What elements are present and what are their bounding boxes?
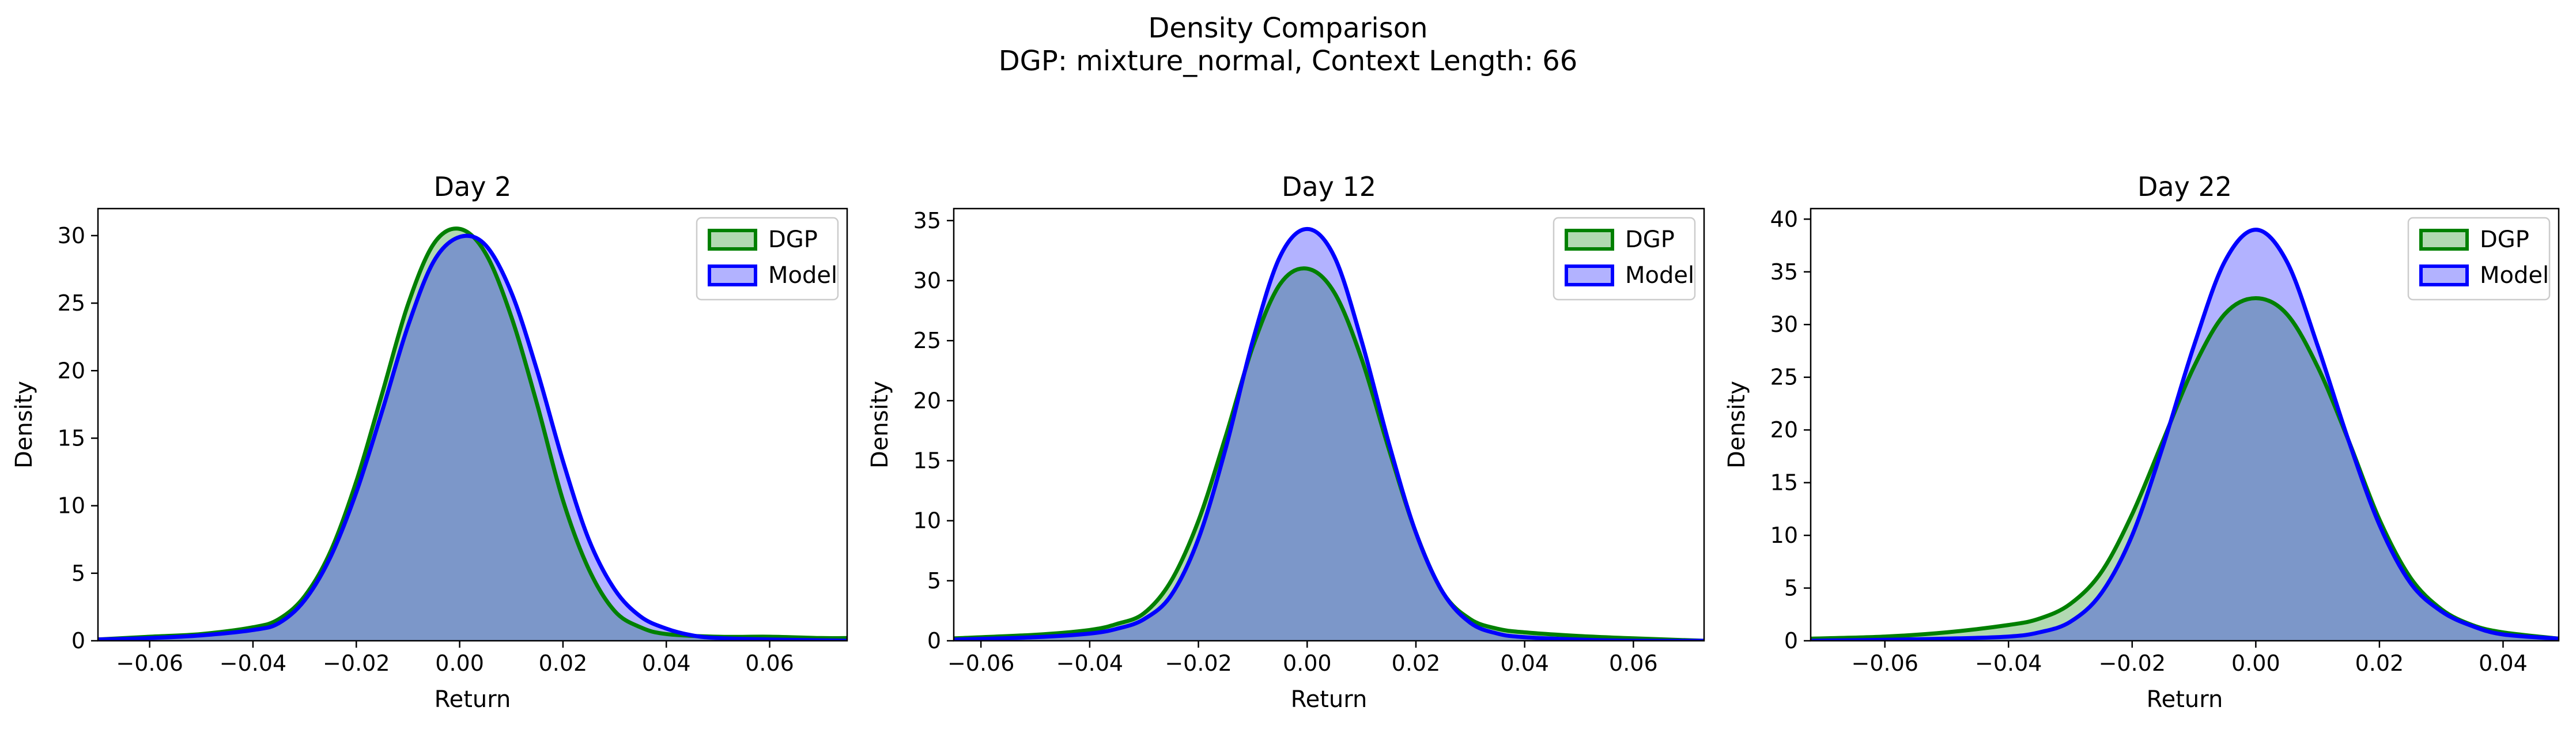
density-panel: −0.06 −0.04 −0.02 0.00 0.02 0.04 0.06 0 5 10 15 20 2… bbox=[11, 171, 848, 713]
x-tick-label: −0.06 bbox=[1852, 651, 1918, 676]
x-axis-label: Return bbox=[1291, 686, 1368, 713]
density-area-model bbox=[954, 229, 1704, 641]
y-tick-label: 20 bbox=[913, 388, 941, 413]
x-tick-label: 0.00 bbox=[2231, 651, 2280, 676]
x-tick-label: −0.04 bbox=[1056, 651, 1123, 676]
x-axis-label: Return bbox=[2147, 686, 2223, 713]
x-tick-label: −0.06 bbox=[116, 651, 183, 676]
y-tick-label: 15 bbox=[58, 425, 85, 451]
x-tick-label: −0.02 bbox=[2099, 651, 2166, 676]
legend-label-model: Model bbox=[768, 262, 837, 289]
x-axis-label: Return bbox=[435, 686, 511, 713]
x-tick-label: 0.00 bbox=[435, 651, 484, 676]
density-line-model bbox=[954, 226, 1704, 641]
y-axis-label: Density bbox=[1724, 381, 1750, 468]
y-tick-label: 30 bbox=[913, 268, 941, 293]
density-area-dgp bbox=[1811, 298, 2559, 641]
y-tick-label: 35 bbox=[1770, 259, 1798, 285]
x-tick-label: −0.02 bbox=[1165, 651, 1232, 676]
legend-box bbox=[2407, 217, 2551, 301]
legend-swatch-model bbox=[708, 264, 757, 286]
density-area-dgp bbox=[954, 268, 1704, 641]
x-tick-label: 0.02 bbox=[539, 651, 588, 676]
y-tick-label: 40 bbox=[1770, 206, 1798, 232]
y-tick-label: 25 bbox=[913, 328, 941, 353]
density-area-model bbox=[98, 236, 847, 641]
y-tick-label: 0 bbox=[71, 628, 85, 653]
panel-title: Day 12 bbox=[1282, 171, 1376, 202]
legend-swatch-dgp bbox=[1565, 229, 1614, 251]
y-tick-label: 25 bbox=[1770, 365, 1798, 390]
density-plot-area bbox=[98, 226, 847, 641]
density-plot-area bbox=[1811, 228, 2559, 641]
x-tick-label: −0.02 bbox=[323, 651, 390, 676]
y-axis-label: Density bbox=[867, 381, 893, 468]
panel-title: Day 2 bbox=[434, 171, 512, 202]
legend-swatch-model bbox=[1565, 264, 1614, 286]
x-tick-label: 0.02 bbox=[2355, 651, 2404, 676]
y-tick-label: 20 bbox=[58, 358, 85, 383]
y-tick-label: 5 bbox=[71, 561, 85, 586]
legend-swatch-model bbox=[2419, 264, 2469, 286]
y-tick-label: 35 bbox=[913, 208, 941, 233]
density-line-dgp bbox=[1811, 296, 2559, 641]
legend-label-dgp: DGP bbox=[1625, 226, 1675, 253]
legend-box bbox=[696, 217, 839, 301]
y-tick-label: 30 bbox=[1770, 312, 1798, 337]
legend: DGP Model bbox=[1553, 217, 1696, 301]
y-tick-label: 0 bbox=[1784, 628, 1798, 653]
legend-swatch-dgp bbox=[2419, 229, 2469, 251]
x-tick-label: 0.04 bbox=[2479, 651, 2528, 676]
x-tick-label: 0.04 bbox=[642, 651, 691, 676]
legend: DGP Model bbox=[696, 217, 839, 301]
y-tick-label: 25 bbox=[58, 290, 85, 316]
figure-title: Density Comparison bbox=[1148, 12, 1427, 44]
x-tick-label: −0.06 bbox=[947, 651, 1014, 676]
y-tick-label: 30 bbox=[58, 223, 85, 248]
axes-frame bbox=[1810, 207, 2560, 642]
y-tick-label: 10 bbox=[913, 508, 941, 534]
y-tick-label: 5 bbox=[927, 568, 941, 594]
y-axis-label: Density bbox=[11, 381, 37, 468]
density-panel: −0.06 −0.04 −0.02 0.00 0.02 0.04 0.06 0 5 10 15 20 2… bbox=[867, 171, 1705, 713]
legend-box bbox=[1553, 217, 1696, 301]
density-area-dgp bbox=[98, 228, 847, 641]
density-line-model bbox=[98, 233, 847, 641]
legend-swatch-dgp bbox=[708, 229, 757, 251]
legend: DGP Model bbox=[2407, 217, 2551, 301]
x-tick-label: 0.06 bbox=[1609, 651, 1658, 676]
legend-label-model: Model bbox=[2480, 262, 2549, 289]
density-line-model bbox=[1811, 228, 2559, 641]
legend-label-dgp: DGP bbox=[2480, 226, 2529, 253]
y-tick-label: 5 bbox=[1784, 576, 1798, 601]
y-tick-label: 10 bbox=[1770, 523, 1798, 548]
density-area-model bbox=[1811, 229, 2559, 641]
y-tick-label: 20 bbox=[1770, 417, 1798, 443]
x-tick-label: −0.04 bbox=[220, 651, 286, 676]
legend-label-dgp: DGP bbox=[768, 226, 818, 253]
axes-frame bbox=[97, 207, 848, 642]
y-tick-label: 0 bbox=[927, 628, 941, 653]
x-tick-label: 0.06 bbox=[745, 651, 794, 676]
figure-subtitle: DGP: mixture_normal, Context Length: 66 bbox=[999, 45, 1578, 77]
x-tick-label: 0.00 bbox=[1283, 651, 1332, 676]
density-line-dgp bbox=[954, 266, 1704, 641]
density-panel: −0.06 −0.04 −0.02 0.00 0.02 0.04 0 5 10 15 20 25 30 3… bbox=[1724, 171, 2560, 713]
panel-title: Day 22 bbox=[2137, 171, 2232, 202]
x-tick-label: 0.02 bbox=[1392, 651, 1441, 676]
legend-label-model: Model bbox=[1625, 262, 1694, 289]
x-tick-label: −0.04 bbox=[1975, 651, 2042, 676]
density-plot-area bbox=[954, 226, 1704, 641]
x-tick-label: 0.04 bbox=[1500, 651, 1549, 676]
axes-frame bbox=[953, 207, 1705, 642]
y-tick-label: 10 bbox=[58, 493, 85, 519]
y-tick-label: 15 bbox=[913, 448, 941, 474]
y-tick-label: 15 bbox=[1770, 470, 1798, 496]
